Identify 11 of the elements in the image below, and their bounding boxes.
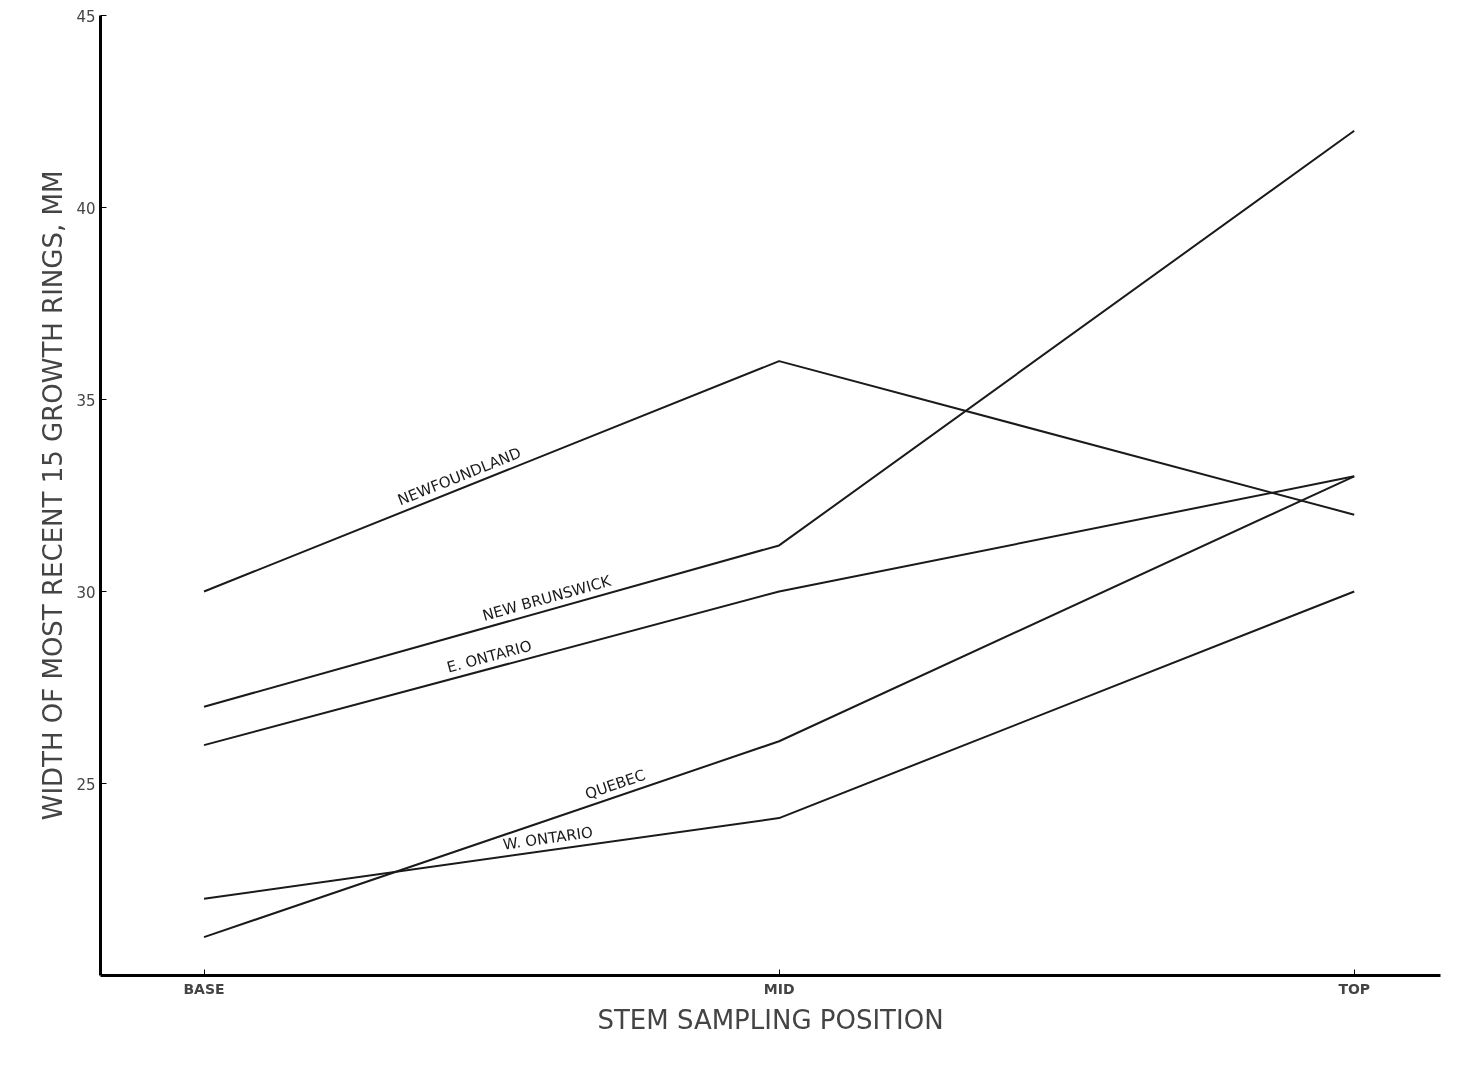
- y-tick-label: 45: [76, 7, 96, 26]
- y-tick-label: 30: [76, 583, 96, 602]
- text: W. ONTARIO: [501, 823, 594, 854]
- x-tick-label: BASE: [183, 980, 225, 997]
- y-tick-label: 40: [76, 199, 96, 218]
- x-axis-title: STEM SAMPLING POSITION: [597, 1004, 944, 1035]
- y-tick-label: 25: [76, 775, 96, 794]
- y-axis-title: WIDTH OF MOST RECENT 15 GROWTH RINGS, MM: [38, 170, 69, 821]
- y-tick-label: 35: [76, 391, 96, 410]
- x-tick-label: TOP: [1338, 980, 1371, 997]
- x-tick-label: MID: [763, 980, 795, 997]
